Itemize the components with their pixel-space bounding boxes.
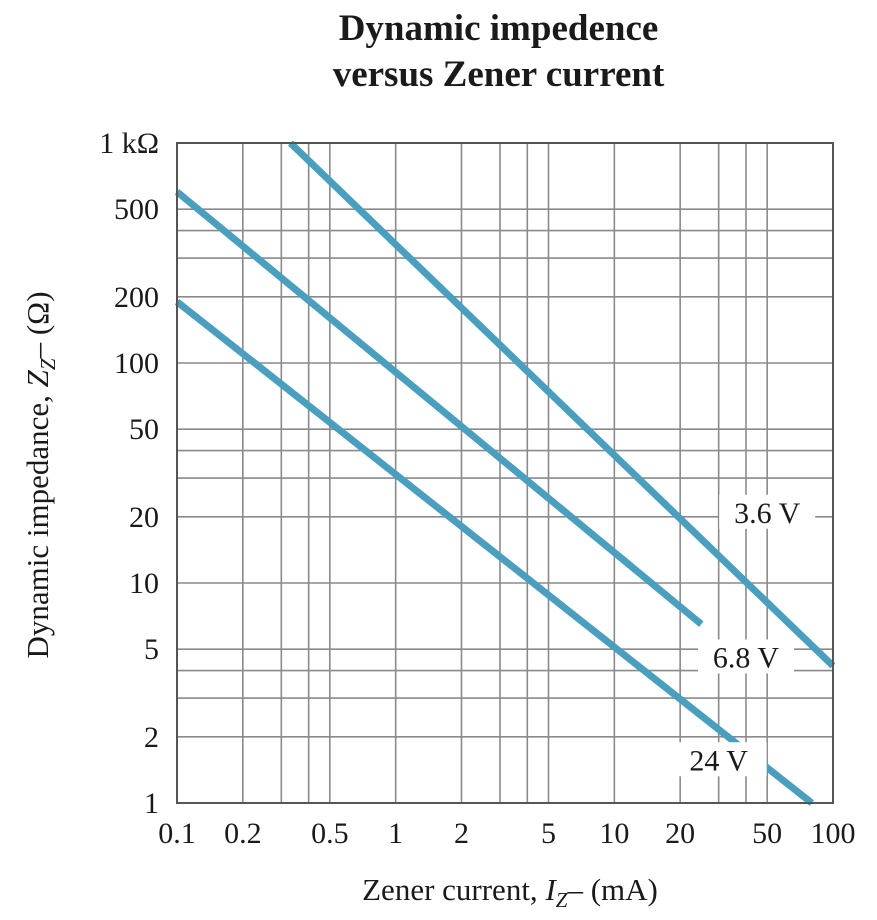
grid: [176, 142, 834, 804]
plot-border: [176, 142, 834, 804]
series-label-background: [697, 639, 794, 674]
series-label-24-V: 24 V: [670, 742, 767, 777]
y-tick-label: 200: [114, 281, 159, 314]
y-tick-label: 1: [144, 787, 159, 820]
x-tick-label: 1: [388, 817, 403, 850]
chart-title-line-1: Dynamic impedence: [338, 8, 659, 49]
series-label-text: 3.6 V: [734, 497, 800, 530]
tick-labels: 0.1 0.2 0.5 1 2 5 10 20 50 100 1 2 5 10 20 50 100 200 500 1…: [99, 127, 855, 850]
x-tick-label: 0.2: [224, 817, 262, 850]
series-label-3-6-V: 3.6 V: [719, 494, 816, 530]
series-label-6-8-V: 6.8 V: [697, 639, 794, 674]
series-label-text: 6.8 V: [713, 641, 779, 674]
series-line-6-8-V: [174, 189, 704, 627]
x-tick-label: 100: [811, 817, 856, 850]
x-tick-label: 20: [665, 817, 695, 850]
series-line-3-6-V: [287, 140, 836, 669]
y-tick-label: 50: [129, 413, 159, 446]
y-axis-label: Dynamic impedance, ZZ– (Ω): [20, 291, 60, 658]
series-label-background: [670, 742, 767, 777]
series-line-24-V: [174, 298, 814, 806]
y-tick-label: 10: [129, 567, 159, 600]
x-tick-label: 2: [454, 817, 469, 850]
y-tick-label: 20: [129, 501, 159, 534]
series-lines: [174, 140, 836, 806]
y-tick-label: 5: [144, 633, 159, 666]
y-tick-label: 1 kΩ: [99, 127, 159, 160]
series-label-background: [719, 494, 816, 529]
x-axis-label: Zener current, IZ– (mA): [362, 872, 658, 912]
x-tick-label: 5: [541, 817, 556, 850]
plot-frame: [176, 142, 834, 804]
x-tick-label: 0.1: [158, 817, 196, 850]
x-tick-label: 0.5: [311, 817, 349, 850]
series-labels: 3.6 V 6.8 V 24 V: [670, 494, 816, 777]
y-tick-label: 2: [144, 721, 159, 754]
chart-title: Dynamic impedence versus Zener current: [0, 6, 877, 98]
y-tick-label: 500: [114, 193, 159, 226]
x-tick-label: 10: [599, 817, 629, 850]
y-tick-label: 100: [114, 347, 159, 380]
x-tick-label: 50: [752, 817, 782, 850]
series-label-text: 24 V: [689, 744, 748, 777]
chart-title-line-2: versus Zener current: [332, 54, 665, 95]
